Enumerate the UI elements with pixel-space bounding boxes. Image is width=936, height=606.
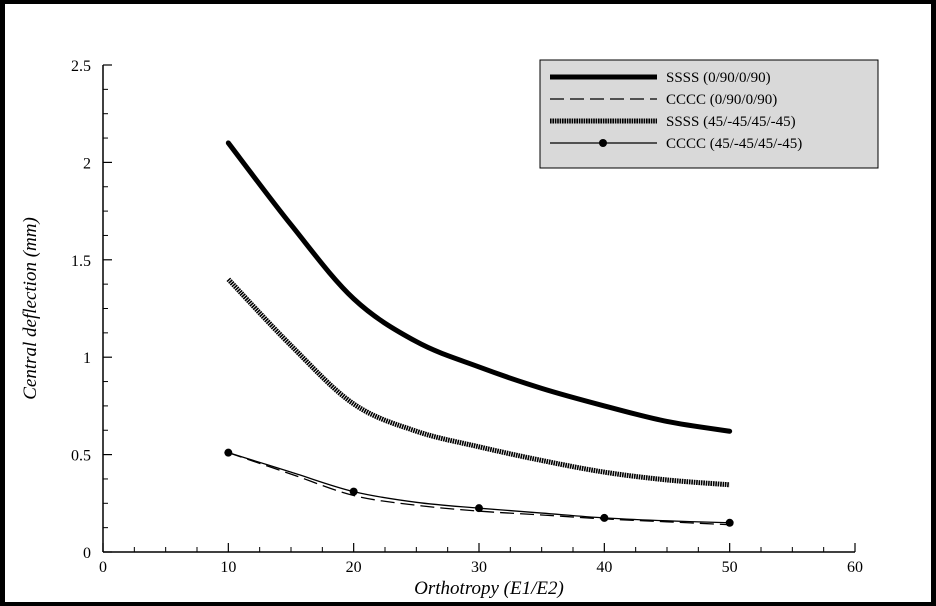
x-axis-title: Orthotropy (E1/E2) [414,578,564,599]
y-tick-label: 2 [83,155,91,172]
series-cccc-45-marker [475,504,483,513]
legend-label-ssss-0-90: SSSS (0/90/0/90) [666,70,771,86]
series-ssss-45-line [226,277,730,488]
series-cccc-45-marker [224,448,233,457]
x-tick-label: 20 [346,559,362,576]
y-tick-label: 1 [83,350,91,367]
series-cccc-0-90-line [228,452,730,526]
x-tick-label: 30 [471,559,487,576]
y-axis-title: Central deflection (mm) [20,217,41,400]
series-cccc-45-marker [600,513,609,522]
legend-label-cccc-45: CCCC (45/-45/45/-45) [666,136,802,152]
series-cccc-45-marker [725,518,734,527]
series-cccc-45-marker [349,487,358,496]
axes: 0 10 20 30 40 50 60 0 0.5 1 1.5 2 2.5 Orthotropy (E1… [20,58,863,599]
x-tick-label: 10 [220,559,236,576]
tick-labels: 0 10 20 30 40 50 60 0 0.5 1 1.5 2 2.5 [71,58,863,576]
series-layer [224,140,734,527]
legend: SSSS (0/90/0/90) CCCC (0/90/0/90) SSSS (45… [539,59,879,169]
legend-marker-cccc-45 [599,139,607,147]
y-tick-label: 0.5 [71,448,91,465]
series-cccc-45-line [227,452,731,524]
y-tick-label: 2.5 [71,58,91,75]
legend-label-ssss-45: SSSS (45/-45/45/-45) [666,114,796,130]
x-tick-label: 60 [847,559,863,576]
x-tick-label: 0 [99,559,107,576]
series-ssss-0-90-line [225,140,733,434]
x-tick-label: 40 [596,559,612,576]
x-tick-label: 50 [722,559,738,576]
y-tick-label: 0 [83,545,91,562]
ticks [102,64,856,553]
y-tick-label: 1.5 [71,253,91,270]
legend-label-cccc-0-90: CCCC (0/90/0/90) [666,92,777,108]
